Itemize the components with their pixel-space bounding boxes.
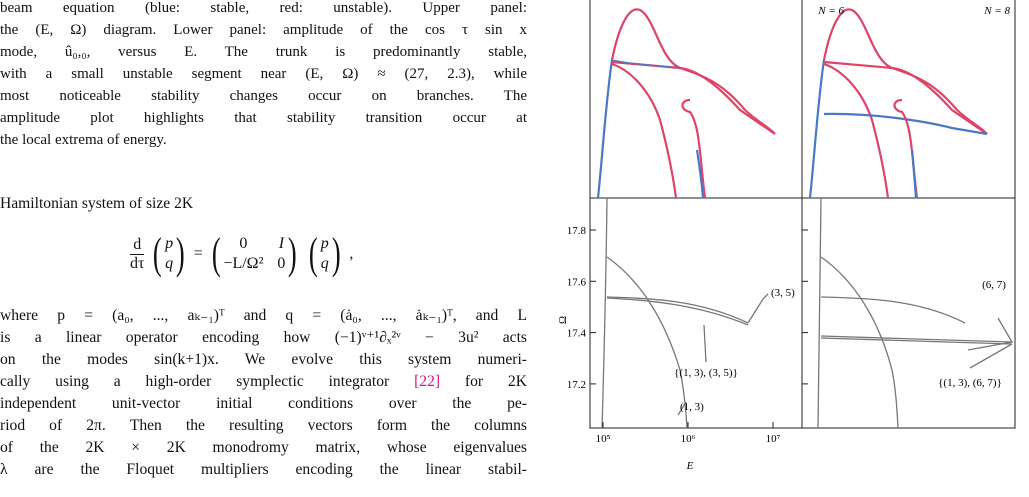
- body-line: Hamiltonian system of size 2K: [0, 195, 194, 212]
- mat-entry: I: [278, 235, 285, 252]
- stable-branch: [823, 112, 988, 136]
- vec-entry: p: [165, 235, 174, 252]
- panel-frame: [589, 0, 803, 199]
- axes: 17.2 17.4 17.6 17.8 10⁵ 10⁶ 10⁷: [567, 225, 808, 445]
- body-line: λ are the Floquet multipliers encoding t…: [0, 461, 527, 478]
- mat-entry: 0: [277, 255, 286, 272]
- curve: [606, 256, 688, 429]
- annotation: {(1, 3), (3, 5)}: [674, 367, 738, 379]
- annotation: (1, 3): [680, 401, 704, 413]
- matrix: (0 I −L/Ω² 0): [211, 229, 298, 278]
- curve: [601, 197, 608, 429]
- caption-line: the local extrema of energy.: [0, 132, 167, 148]
- panel-frame: [801, 0, 1016, 199]
- comma: ,: [349, 245, 354, 262]
- stable-branch: [695, 149, 705, 199]
- text: for 2K: [440, 373, 527, 390]
- caption-line: with a small unstable segment near (E, Ω…: [0, 66, 527, 82]
- y-tick-label: 17.4: [567, 328, 587, 340]
- annotation: (3, 5): [771, 287, 795, 299]
- panel-label: N = 6: [817, 5, 844, 17]
- caption-line: amplitude plot highlights that stability…: [0, 110, 527, 126]
- annotation: {(1, 3), (6, 7)}: [938, 377, 1002, 389]
- vector: (p q): [153, 229, 185, 278]
- curve: [606, 297, 749, 326]
- frac-bottom: dτ: [130, 254, 145, 272]
- body-line: is a linear operator encoding how (−1)ᵛ⁺…: [0, 329, 527, 346]
- vector: (p q): [308, 229, 341, 278]
- upper-left-curves: [596, 8, 776, 199]
- y-tick-label: 17.2: [567, 379, 586, 391]
- leader: [747, 293, 769, 324]
- unstable-branch: [611, 62, 678, 199]
- mat-entry: 0: [239, 235, 248, 252]
- caption-line: the (E, Ω) diagram. Lower panel: amplitu…: [0, 22, 527, 38]
- curve: [606, 296, 749, 324]
- upper-right-curves: [808, 8, 988, 199]
- x-axis-label: E: [686, 460, 694, 472]
- stable-branch: [611, 59, 681, 69]
- frac-top: d: [130, 236, 145, 255]
- vec-entry: q: [165, 255, 174, 272]
- unstable-branch: [823, 62, 890, 199]
- stable-branch: [910, 149, 918, 199]
- vec-entry: p: [320, 235, 329, 252]
- lower-curves: [601, 197, 1014, 429]
- curve: [820, 296, 966, 324]
- caption-line: beam equation (blue: stable, red: unstab…: [0, 0, 527, 16]
- mat-entry: −L/Ω²: [223, 255, 264, 272]
- x-tick-label: 10⁷: [766, 433, 781, 445]
- curve: [820, 256, 899, 429]
- leader: [703, 324, 707, 363]
- curve: [820, 335, 1013, 343]
- panel-frame: [801, 197, 1016, 429]
- equals: =: [193, 245, 203, 262]
- panel-label: N = 8: [983, 5, 1010, 17]
- curve: [817, 197, 822, 429]
- y-tick-label: 17.8: [567, 225, 587, 237]
- body-line: of the 2K × 2K monodromy matrix, whose e…: [0, 439, 527, 456]
- unstable-branch: [823, 60, 988, 135]
- equation: d dτ (p q) = (0 I −L/Ω² 0) (p q) ,: [130, 232, 353, 276]
- stable-branch: [808, 59, 826, 199]
- unstable-branch: [681, 98, 707, 199]
- x-tick-label: 10⁶: [681, 433, 696, 445]
- body-line: independent unit-vector initial conditio…: [0, 395, 527, 412]
- panel-frames: [589, 0, 1016, 429]
- x-tick-label: 10⁵: [596, 433, 611, 445]
- caption-line: most noticeable stability changes occur …: [0, 88, 527, 104]
- derivative: d dτ: [130, 236, 144, 273]
- unstable-branch: [611, 60, 776, 135]
- body-line: where p = (a₀, ..., aₖ₋₁)ᵀ and q = (ȧ₀, …: [0, 307, 527, 324]
- text: cally using a high-order symplectic inte…: [0, 373, 415, 390]
- citation[interactable]: [22]: [414, 373, 441, 390]
- body-line: riod of 2π. Then the resulting vectors f…: [0, 417, 527, 434]
- unstable-branch: [893, 98, 919, 199]
- body-line: on the modes sin(k+1)x. We evolve this s…: [0, 351, 527, 368]
- stable-branch: [596, 59, 614, 199]
- leader: [967, 317, 1014, 351]
- y-tick-label: 17.6: [567, 276, 587, 288]
- leader: [969, 343, 1013, 369]
- body-line: cally using a high-order symplectic inte…: [0, 372, 527, 392]
- y-axis-label: Ω: [557, 316, 569, 324]
- panel-frame: [589, 197, 803, 429]
- vec-entry: q: [320, 255, 329, 272]
- annotation: (6, 7): [982, 279, 1006, 291]
- caption-line: mode, û₀,₀, versus E. The trunk is predo…: [0, 44, 527, 60]
- curve: [820, 337, 1013, 345]
- leader: [677, 401, 687, 416]
